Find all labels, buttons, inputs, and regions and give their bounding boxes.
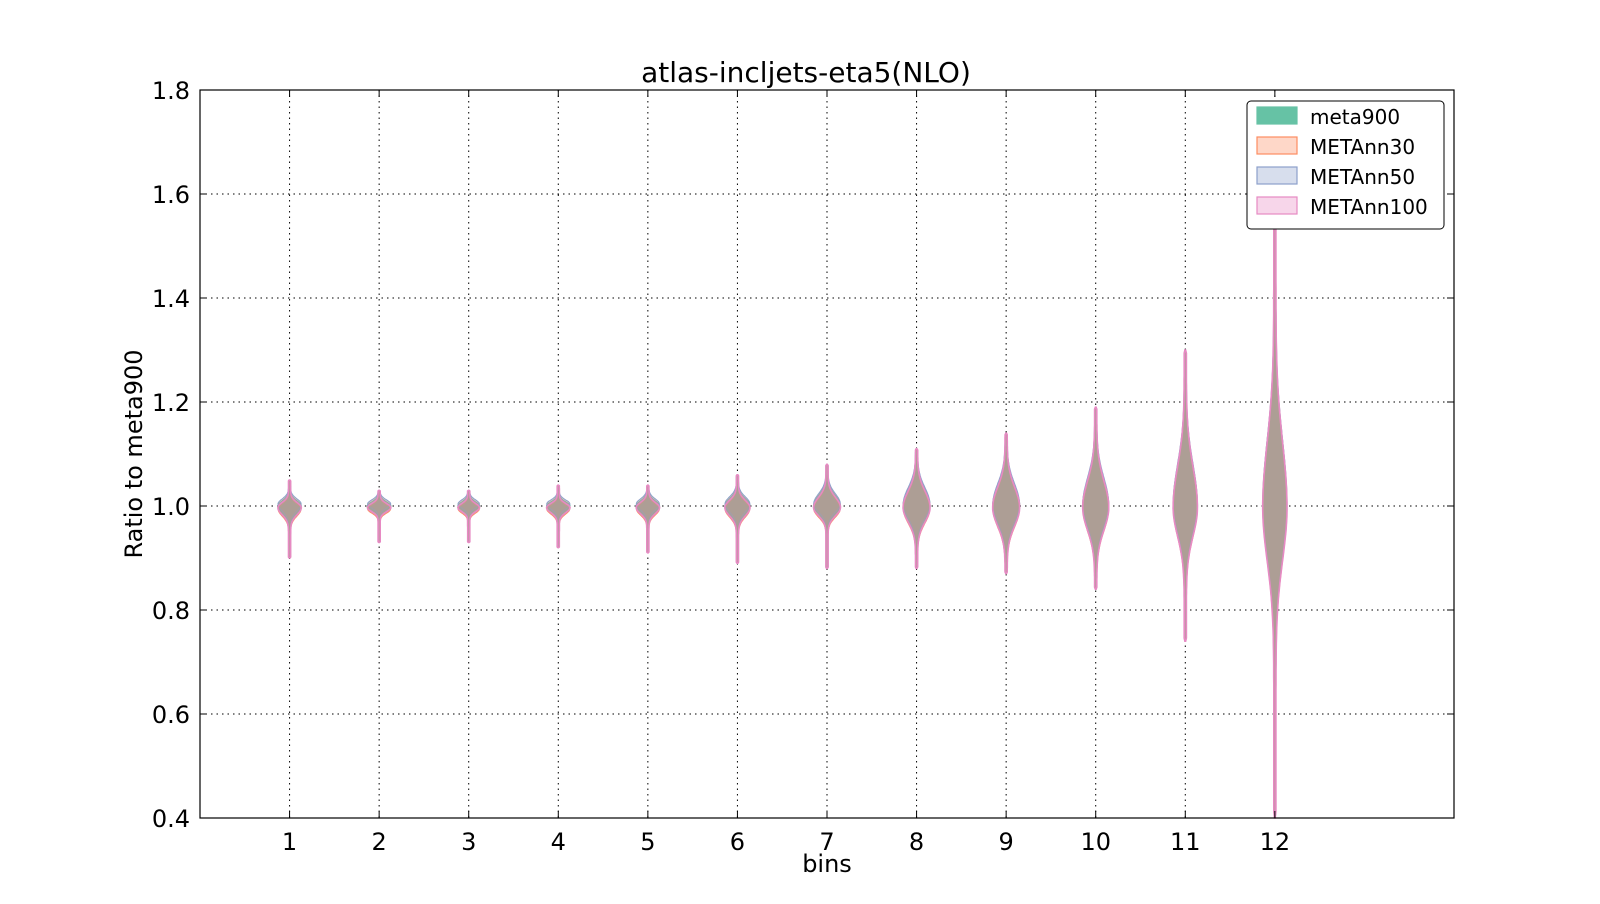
legend-swatch-METAnn50 bbox=[1256, 166, 1298, 185]
violin-METAnn100-bin-11 bbox=[1172, 349, 1199, 642]
violin-METAnn100-bin-1 bbox=[277, 479, 303, 559]
violin-METAnn100-bin-6 bbox=[724, 474, 751, 564]
y-tick-label: 0.4 bbox=[152, 805, 190, 833]
y-tick-label: 1.6 bbox=[152, 181, 190, 209]
violin-bin-10 bbox=[1081, 406, 1110, 590]
violin-bin-1 bbox=[277, 479, 303, 559]
violin-METAnn100-bin-10 bbox=[1081, 406, 1110, 590]
legend: meta900 METAnn30 METAnn50 METAnn100 bbox=[1246, 100, 1445, 230]
x-tick-label: 6 bbox=[730, 828, 745, 856]
x-tick-label: 8 bbox=[909, 828, 924, 856]
x-tick-label: 12 bbox=[1260, 828, 1291, 856]
violin-bin-9 bbox=[991, 432, 1021, 575]
y-tick-label: 1.8 bbox=[152, 77, 190, 105]
violin-METAnn100-bin-2 bbox=[366, 489, 392, 544]
x-tick-label: 9 bbox=[999, 828, 1014, 856]
y-tick-label: 1.2 bbox=[152, 389, 190, 417]
violin-bin-4 bbox=[545, 484, 571, 549]
legend-label-METAnn30: METAnn30 bbox=[1310, 135, 1415, 159]
violin-layer bbox=[277, 214, 1288, 819]
violin-METAnn100-bin-9 bbox=[991, 432, 1021, 575]
legend-swatch-METAnn100 bbox=[1256, 196, 1298, 215]
legend-label-METAnn100: METAnn100 bbox=[1310, 195, 1428, 219]
y-tick-label: 1.0 bbox=[152, 493, 190, 521]
violin-METAnn100-bin-4 bbox=[545, 484, 571, 549]
violin-METAnn100-bin-8 bbox=[902, 448, 931, 570]
violin-bin-12 bbox=[1261, 214, 1288, 819]
x-tick-label: 5 bbox=[640, 828, 655, 856]
violin-bin-5 bbox=[635, 484, 661, 554]
legend-label-meta900: meta900 bbox=[1310, 105, 1400, 129]
y-tick-label: 0.8 bbox=[152, 597, 190, 625]
x-tick-label: 7 bbox=[819, 828, 834, 856]
legend-swatch-meta900 bbox=[1256, 106, 1298, 125]
x-tick-label: 11 bbox=[1170, 828, 1201, 856]
legend-swatch-METAnn30 bbox=[1256, 136, 1298, 155]
x-axis-label: bins bbox=[802, 850, 852, 878]
x-tick-label: 1 bbox=[282, 828, 297, 856]
legend-label-METAnn50: METAnn50 bbox=[1310, 165, 1415, 189]
violin-bin-7 bbox=[812, 463, 842, 570]
x-tick-label: 3 bbox=[461, 828, 476, 856]
x-tick-label: 10 bbox=[1080, 828, 1111, 856]
tick-layer: 0.40.60.81.01.21.41.61.81 2 3 4 5 6 7 8 9 10 11 12 bbox=[152, 77, 1454, 856]
y-axis-label: Ratio to meta900 bbox=[120, 349, 148, 558]
violin-bin-6 bbox=[724, 474, 751, 564]
violin-bin-3 bbox=[457, 489, 481, 544]
violin-METAnn100-bin-3 bbox=[457, 489, 481, 544]
violin-bin-11 bbox=[1172, 349, 1199, 642]
violin-bin-8 bbox=[902, 448, 931, 570]
y-tick-label: 0.6 bbox=[152, 701, 190, 729]
violin-METAnn100-bin-7 bbox=[812, 463, 842, 570]
violin-METAnn100-bin-12 bbox=[1261, 214, 1288, 819]
x-tick-label: 4 bbox=[551, 828, 566, 856]
chart-title: atlas-incljets-eta5(NLO) bbox=[641, 56, 971, 89]
x-tick-label: 2 bbox=[372, 828, 387, 856]
violin-bin-2 bbox=[366, 489, 392, 544]
violin-METAnn100-bin-5 bbox=[635, 484, 661, 554]
y-tick-label: 1.4 bbox=[152, 285, 190, 313]
